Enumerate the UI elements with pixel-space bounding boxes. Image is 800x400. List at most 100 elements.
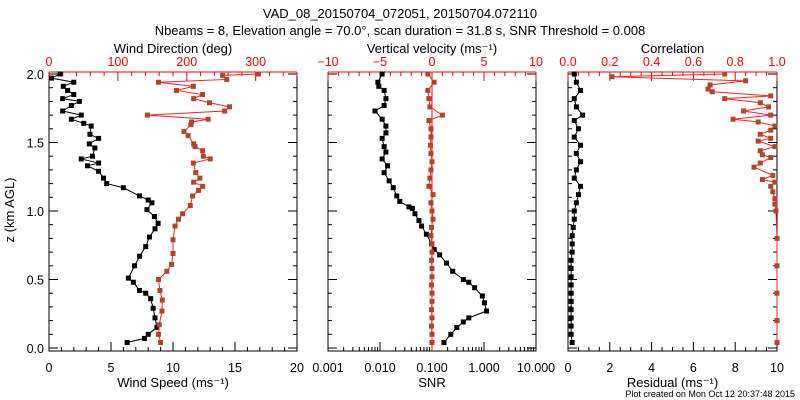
data-point bbox=[573, 79, 579, 85]
data-point bbox=[390, 185, 396, 191]
data-point bbox=[101, 175, 107, 181]
data-point bbox=[428, 126, 434, 132]
data-point bbox=[460, 277, 466, 282]
data-point bbox=[569, 233, 575, 239]
data-point bbox=[137, 287, 143, 293]
data-point bbox=[48, 75, 54, 81]
data-point bbox=[768, 155, 774, 161]
data-point bbox=[429, 249, 435, 255]
data-point bbox=[429, 298, 435, 304]
top-tick-label: −10 bbox=[317, 55, 338, 69]
panel-2: 0.001 0.010 0.100 1.000 10.000 SNR −10 −5 0 5 10 Ve… bbox=[312, 41, 555, 390]
data-point bbox=[573, 150, 579, 156]
data-point bbox=[379, 71, 385, 77]
data-point bbox=[428, 282, 434, 288]
data-point bbox=[757, 148, 763, 154]
data-point bbox=[149, 200, 155, 206]
series-line bbox=[49, 73, 159, 344]
data-point bbox=[569, 249, 575, 255]
data-point bbox=[772, 144, 778, 150]
data-point bbox=[156, 79, 162, 85]
data-point bbox=[423, 231, 429, 237]
data-point bbox=[170, 250, 176, 256]
data-point bbox=[755, 138, 761, 144]
data-point bbox=[60, 108, 66, 114]
data-point bbox=[124, 340, 130, 346]
data-point bbox=[773, 208, 779, 214]
data-point bbox=[156, 277, 162, 282]
data-point bbox=[772, 179, 778, 185]
data-point bbox=[768, 183, 774, 189]
data-point bbox=[448, 331, 454, 337]
series-line bbox=[427, 73, 444, 343]
top-tick-label: 0.8 bbox=[727, 55, 744, 69]
data-point bbox=[76, 98, 82, 104]
data-point bbox=[429, 159, 435, 165]
data-point bbox=[578, 87, 584, 93]
top-tick-label: 200 bbox=[176, 55, 197, 69]
top-axis-title: Wind Direction (deg) bbox=[114, 41, 233, 56]
data-point bbox=[441, 340, 447, 346]
data-point bbox=[381, 170, 387, 176]
data-point bbox=[429, 331, 435, 337]
data-point bbox=[144, 207, 150, 213]
x-tick-label: 0.010 bbox=[364, 361, 395, 375]
data-point bbox=[450, 268, 456, 274]
x-tick-label: 2 bbox=[606, 361, 613, 375]
data-point bbox=[568, 323, 574, 329]
data-point bbox=[472, 285, 478, 291]
x-axis-title: Wind Speed (ms⁻¹) bbox=[117, 375, 229, 390]
data-point bbox=[429, 208, 435, 214]
x-tick-label: 6 bbox=[690, 361, 697, 375]
data-point bbox=[191, 141, 197, 147]
data-point bbox=[428, 200, 434, 206]
data-point bbox=[772, 201, 778, 207]
data-point bbox=[430, 216, 436, 222]
data-point bbox=[220, 72, 226, 78]
data-point bbox=[568, 282, 574, 288]
top-tick-label: 1.0 bbox=[768, 55, 785, 69]
x-tick-label: 15 bbox=[228, 361, 242, 375]
x-tick-label: 10 bbox=[770, 361, 784, 375]
data-point bbox=[569, 241, 575, 247]
data-point bbox=[580, 112, 586, 118]
data-point bbox=[132, 263, 138, 269]
data-point bbox=[188, 122, 194, 128]
data-point bbox=[379, 156, 385, 162]
data-point bbox=[386, 178, 392, 184]
data-point bbox=[768, 112, 774, 118]
y-tick-label: 2.0 bbox=[27, 68, 44, 82]
data-point bbox=[568, 331, 574, 337]
data-point bbox=[454, 324, 460, 330]
data-point bbox=[190, 160, 196, 166]
data-point bbox=[156, 322, 162, 328]
data-point bbox=[180, 211, 186, 217]
data-point bbox=[224, 76, 230, 82]
plot-created-footer: Plot created on Mon Oct 12 20:37:48 2015 bbox=[625, 389, 795, 399]
data-point bbox=[571, 118, 577, 124]
data-point bbox=[757, 100, 763, 106]
data-point bbox=[774, 290, 780, 296]
series-line bbox=[611, 73, 778, 343]
data-point bbox=[479, 293, 485, 299]
data-point bbox=[159, 297, 165, 303]
x-tick-label: 8 bbox=[732, 361, 739, 375]
top-tick-label: 5 bbox=[481, 55, 488, 69]
data-point bbox=[428, 257, 434, 263]
data-point bbox=[68, 116, 74, 122]
data-point bbox=[143, 290, 149, 296]
data-point bbox=[191, 179, 197, 185]
data-point bbox=[759, 152, 765, 158]
data-point bbox=[156, 331, 162, 337]
data-point bbox=[170, 237, 176, 243]
x-tick-label: 0 bbox=[565, 361, 572, 375]
panel-3: 0 2 4 6 8 10 Residual (ms⁻¹) 0.0 0.2 0.4 0.6 0.8 1.0… bbox=[559, 41, 785, 390]
data-point bbox=[207, 100, 213, 106]
data-point bbox=[768, 93, 774, 99]
data-point bbox=[730, 116, 736, 122]
data-point bbox=[705, 86, 711, 92]
data-point bbox=[428, 150, 434, 156]
data-point bbox=[78, 156, 84, 162]
top-tick-label: −5 bbox=[373, 55, 387, 69]
